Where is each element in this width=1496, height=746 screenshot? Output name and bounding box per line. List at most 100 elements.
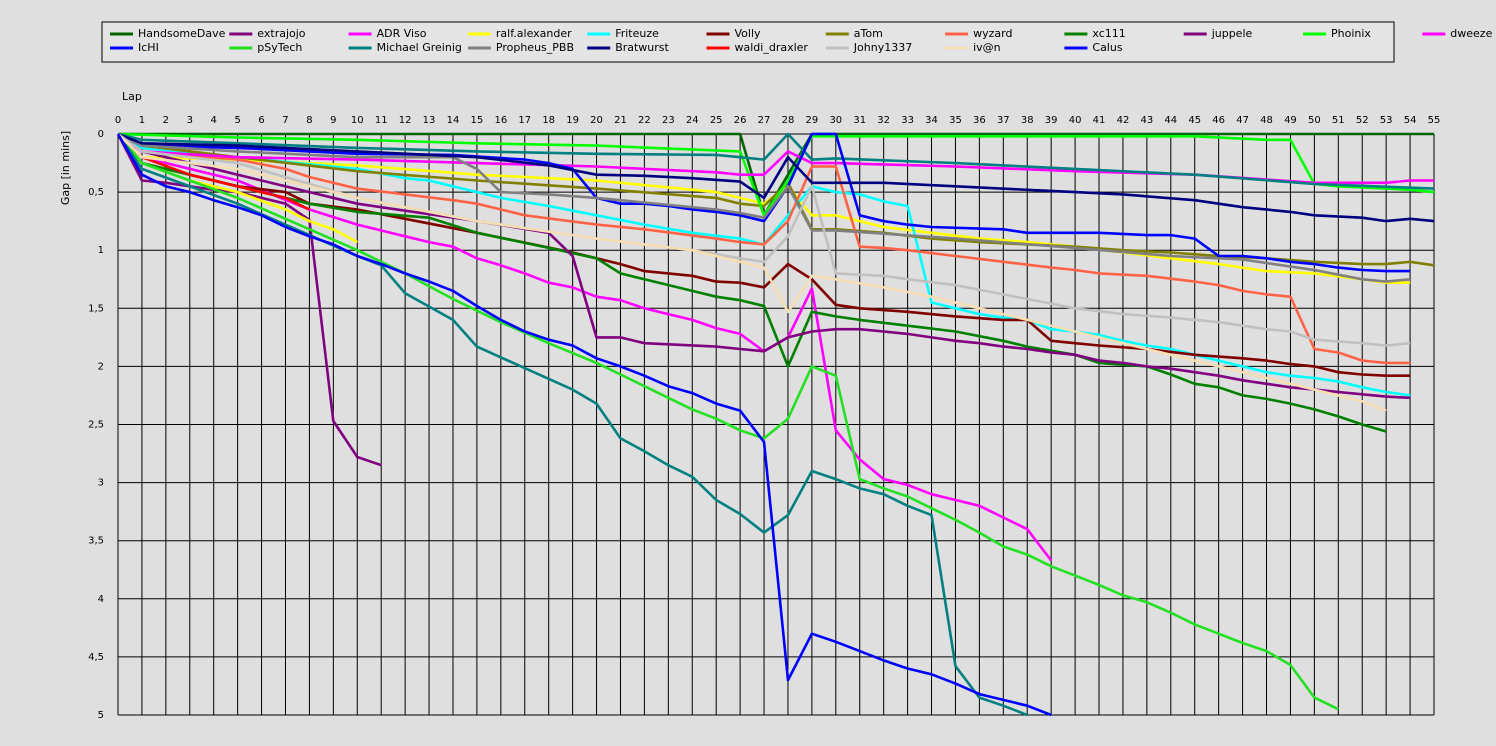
legend-label: xc111 <box>1092 27 1125 40</box>
y-tick-label: 0 <box>98 129 104 140</box>
series-line <box>116 133 1339 711</box>
legend-label: dweeze <box>1450 27 1492 40</box>
legend-label: aTom <box>854 27 883 40</box>
x-tick-label: 40 <box>1069 115 1082 126</box>
legend-label: Calus <box>1092 41 1122 54</box>
x-tick-label: 38 <box>1021 115 1034 126</box>
y-tick-label: 0,5 <box>88 187 104 198</box>
legend-label: Propheus_PBB <box>496 41 574 54</box>
y-tick-label: 1,5 <box>88 303 104 314</box>
x-tick-label: 37 <box>997 115 1010 126</box>
series-line <box>117 132 1411 365</box>
x-tick-label: 44 <box>1164 115 1177 126</box>
x-tick-label: 19 <box>566 115 579 126</box>
x-tick-label: 36 <box>973 115 986 126</box>
x-tick-label: 27 <box>758 115 771 126</box>
x-tick-label: 35 <box>949 115 962 126</box>
x-tick-label: 39 <box>1045 115 1058 126</box>
series-line <box>117 132 1435 190</box>
series-line <box>116 133 1387 433</box>
x-tick-label: 53 <box>1380 115 1393 126</box>
x-tick-label: 46 <box>1212 115 1225 126</box>
x-tick-label: 5 <box>234 115 240 126</box>
x-tick-label: 12 <box>399 115 412 126</box>
y-tick-label: 4,5 <box>88 652 104 663</box>
x-tick-label: 55 <box>1428 115 1441 126</box>
x-tick-label: 32 <box>877 115 890 126</box>
x-tick-label: 31 <box>853 115 866 126</box>
x-tick-label: 51 <box>1332 115 1345 126</box>
legend-label: pSyTech <box>257 41 302 54</box>
legend-label: Bratwurst <box>615 41 669 54</box>
series-line <box>117 132 1435 217</box>
y-axis-label: Gap [in mins] <box>59 131 72 205</box>
legend-label: waldi_draxler <box>735 41 809 54</box>
legend-label: wyzard <box>973 27 1012 40</box>
legend-label: IcHI <box>138 41 159 54</box>
y-tick-label: 3 <box>98 478 104 489</box>
legend-label: iv@n <box>973 41 1001 54</box>
x-tick-label: 49 <box>1284 115 1297 126</box>
legend: HandsomeDave extrajojo ADR Viso ralf.alexan… <box>110 27 1493 54</box>
x-tick-label: 28 <box>782 115 795 126</box>
x-tick-label: 52 <box>1356 115 1369 126</box>
x-tick-label: 7 <box>282 115 288 126</box>
x-tick-label: 42 <box>1117 115 1130 126</box>
x-tick-label: 30 <box>829 115 842 126</box>
y-tick-label: 3,5 <box>88 536 104 547</box>
series-line <box>116 133 1028 717</box>
series-line <box>117 132 1435 223</box>
series-line <box>117 132 1411 273</box>
x-tick-label: 33 <box>901 115 914 126</box>
x-tick-label: 15 <box>471 115 484 126</box>
x-tick-label: 54 <box>1404 115 1417 126</box>
x-tick-label: 11 <box>375 115 388 126</box>
x-tick-label: 47 <box>1236 115 1249 126</box>
x-tick-label: 29 <box>806 115 819 126</box>
plot <box>116 132 1435 717</box>
x-axis-label: Lap <box>122 90 142 103</box>
legend-label: Friteuze <box>615 27 659 40</box>
y-tick-label: 2 <box>98 361 104 372</box>
x-tick-label: 3 <box>187 115 193 126</box>
x-tick-label: 4 <box>211 115 217 126</box>
y-tick-label: 1 <box>98 245 104 256</box>
x-tick-label: 14 <box>447 115 460 126</box>
series-line <box>117 132 1411 283</box>
x-tick-label: 18 <box>542 115 555 126</box>
x-tick-label: 24 <box>686 115 699 126</box>
series-line <box>117 132 1411 397</box>
x-tick-label: 13 <box>423 115 436 126</box>
x-tick-label: 10 <box>351 115 364 126</box>
x-tick-label: 34 <box>925 115 938 126</box>
x-tick-label: 22 <box>638 115 651 126</box>
legend-label: juppele <box>1211 27 1253 40</box>
series-line <box>117 133 1411 284</box>
x-tick-label: 2 <box>163 115 169 126</box>
x-tick-label: 20 <box>590 115 603 126</box>
legend-label: Johny1337 <box>853 41 912 54</box>
x-tick-label: 21 <box>614 115 627 126</box>
legend-label: Michael Greinig <box>377 41 462 54</box>
x-tick-label: 50 <box>1308 115 1321 126</box>
x-tick-label: 8 <box>306 115 312 126</box>
x-tick-label: 25 <box>710 115 723 126</box>
legend-label: Volly <box>735 27 762 40</box>
x-tick-label: 16 <box>494 115 507 126</box>
x-tick-label: 41 <box>1093 115 1106 126</box>
series-line <box>117 132 1434 185</box>
series-line <box>117 132 1411 400</box>
x-tick-label: 43 <box>1141 115 1154 126</box>
series-line <box>117 133 1053 562</box>
x-tick-label: 26 <box>734 115 747 126</box>
grid: 0 1 2 3 4 5 6 7 8 9 10 11 12 13 14 15 16 17 18 19 20 21 22 23 24… <box>88 115 1440 721</box>
x-tick-label: 9 <box>330 115 336 126</box>
x-tick-label: 23 <box>662 115 675 126</box>
x-tick-label: 0 <box>115 115 121 126</box>
legend-box <box>101 21 1395 63</box>
y-tick-label: 2,5 <box>88 420 104 431</box>
legend-label: ralf.alexander <box>496 27 572 40</box>
series-line <box>116 133 1052 717</box>
x-tick-label: 6 <box>258 115 264 126</box>
